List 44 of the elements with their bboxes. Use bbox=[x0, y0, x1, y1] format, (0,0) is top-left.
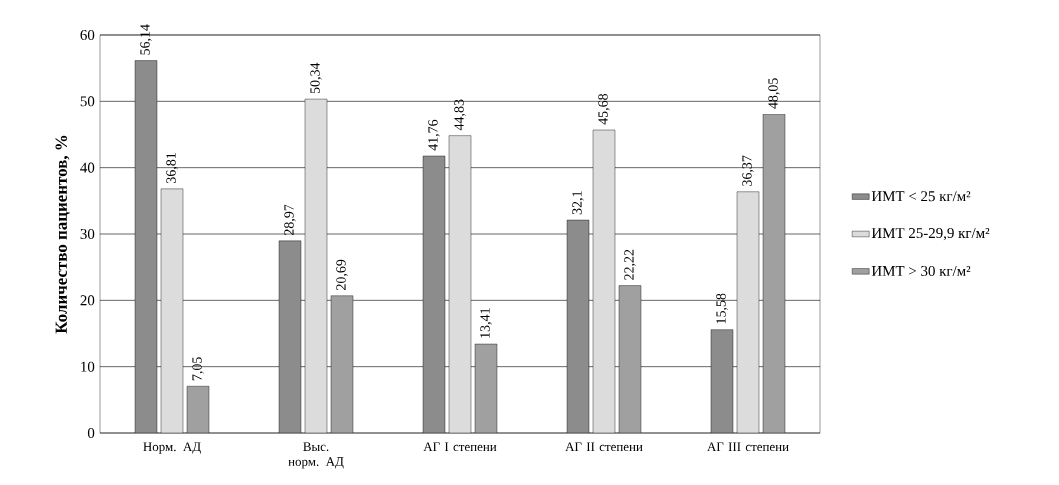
bar bbox=[160, 188, 184, 433]
y-tick-label: 0 bbox=[87, 427, 95, 439]
x-tick-label: Выс. норм. АД bbox=[288, 442, 344, 469]
bar bbox=[330, 295, 354, 433]
y-tick-label: 40 bbox=[80, 162, 95, 173]
legend-label: ИМТ > 30 кг/м² bbox=[871, 265, 971, 277]
data-label: 15,58 bbox=[716, 293, 728, 324]
bar bbox=[736, 191, 760, 433]
data-label: 45,68 bbox=[598, 93, 610, 125]
x-tick-label: АГ II степени bbox=[565, 442, 643, 452]
data-label: 44,83 bbox=[454, 99, 466, 131]
bar bbox=[710, 329, 734, 433]
bar bbox=[422, 155, 446, 433]
data-label: 22,22 bbox=[624, 249, 636, 280]
data-label: 50,34 bbox=[310, 62, 322, 94]
data-label: 48,05 bbox=[768, 78, 780, 109]
y-tick-label: 10 bbox=[81, 361, 95, 372]
data-label: 36,37 bbox=[742, 155, 754, 186]
x-tick-label: АГ III степени bbox=[707, 442, 789, 452]
y-tick-label: 30 bbox=[80, 228, 95, 240]
data-label: 20,69 bbox=[336, 259, 348, 290]
data-label: 7,05 bbox=[192, 357, 204, 381]
data-label: 36,81 bbox=[166, 153, 178, 183]
data-label: 32,1 bbox=[572, 191, 584, 215]
y-tick-label: 20 bbox=[80, 295, 95, 306]
bar bbox=[566, 219, 590, 433]
bar bbox=[618, 285, 642, 433]
y-tick-label: 50 bbox=[80, 96, 95, 107]
bar bbox=[304, 98, 328, 433]
data-label: 13,41 bbox=[480, 308, 492, 338]
y-tick-label: 60 bbox=[80, 29, 95, 41]
legend-label: ИМТ < 25 кг/м² bbox=[871, 191, 971, 202]
x-tick-label: АГ I степени bbox=[423, 442, 497, 452]
bar bbox=[448, 135, 472, 433]
y-axis-title: Количество пациентов, % bbox=[55, 135, 70, 334]
bar bbox=[762, 114, 786, 433]
data-label: 41,76 bbox=[428, 119, 440, 151]
data-label: 28,97 bbox=[284, 204, 296, 236]
bar bbox=[592, 129, 616, 433]
legend-label: ИМТ 25-29,9 кг/м² bbox=[871, 228, 990, 241]
data-label: 56,14 bbox=[140, 24, 152, 55]
x-tick-label: Норм. АД bbox=[143, 442, 201, 454]
bar bbox=[278, 240, 302, 433]
bar bbox=[134, 60, 158, 433]
